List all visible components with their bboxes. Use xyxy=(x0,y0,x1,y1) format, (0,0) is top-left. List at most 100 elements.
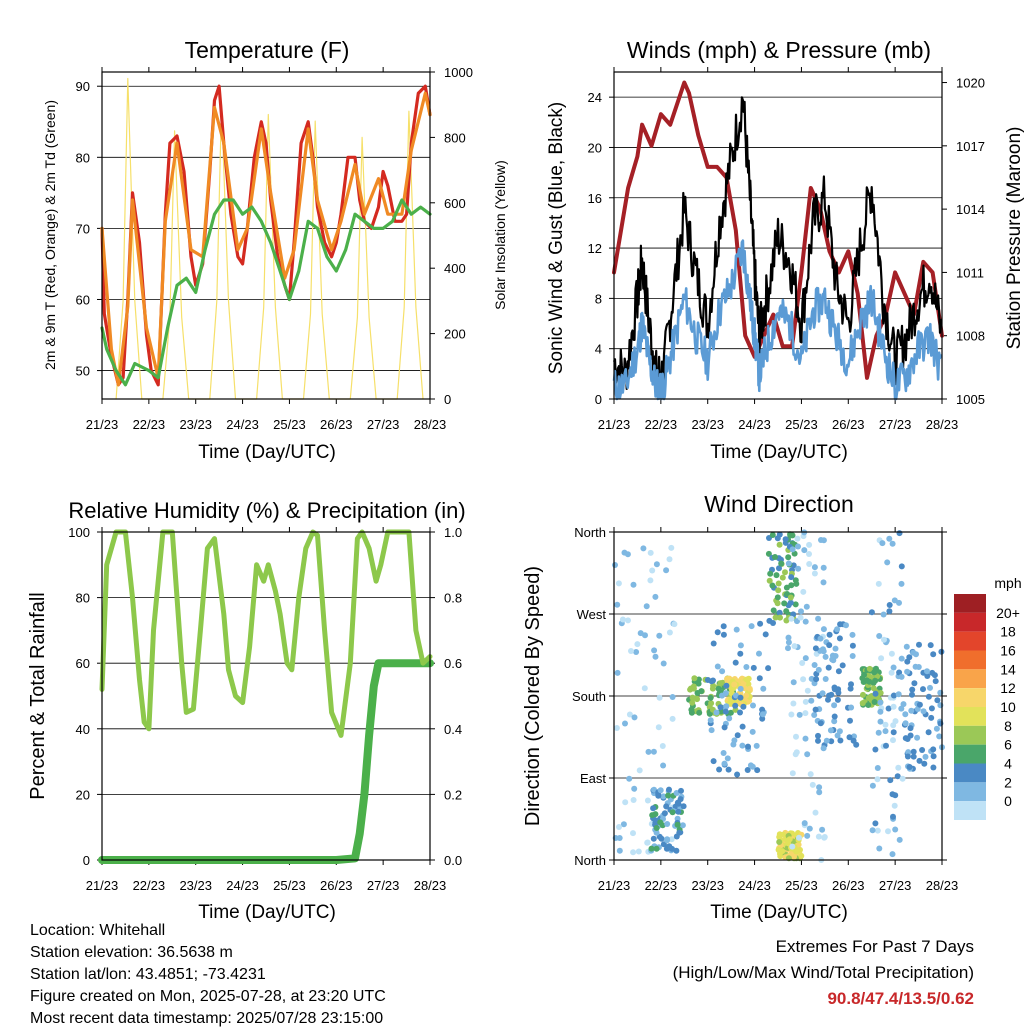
direction-point xyxy=(811,662,818,668)
most-recent-timestamp: Most recent data timestamp: 2025/07/28 2… xyxy=(30,1010,384,1027)
direction-point xyxy=(849,653,856,659)
direction-point xyxy=(889,540,896,547)
y-tick-label: 60 xyxy=(76,292,90,307)
direction-point xyxy=(780,831,787,838)
direction-point xyxy=(641,685,648,692)
direction-point xyxy=(874,776,881,783)
direction-point xyxy=(895,764,902,771)
direction-point xyxy=(886,608,893,615)
direction-point xyxy=(820,626,827,633)
direction-point xyxy=(839,662,846,669)
direction-point xyxy=(822,653,829,660)
colorbar-swatch xyxy=(954,688,986,707)
direction-point xyxy=(875,729,882,736)
plot-frame xyxy=(613,71,943,400)
direction-point xyxy=(817,720,824,727)
direction-point xyxy=(816,784,823,791)
y2-tick-label: 1000 xyxy=(444,65,473,80)
direction-point xyxy=(835,668,842,675)
direction-point xyxy=(825,696,831,703)
direction-point xyxy=(660,793,667,800)
y-tick-label: 70 xyxy=(76,221,90,236)
colorbar-swatch xyxy=(954,594,986,613)
direction-point xyxy=(799,660,806,666)
direction-point xyxy=(847,717,853,724)
direction-point xyxy=(792,751,799,758)
direction-point xyxy=(772,614,779,621)
direction-point xyxy=(765,550,772,557)
y2-tick-label: 0.0 xyxy=(444,853,462,868)
direction-point xyxy=(809,781,816,788)
direction-point xyxy=(896,669,903,676)
direction-point xyxy=(776,531,783,538)
direction-point xyxy=(796,711,803,718)
direction-point xyxy=(806,561,813,567)
direction-point xyxy=(659,743,666,749)
direction-point xyxy=(619,616,626,623)
direction-point xyxy=(880,611,887,618)
y2-axis-label: Solar Insolation (Yellow) xyxy=(492,160,508,310)
direction-point xyxy=(725,766,732,773)
x-tick-label: 28/23 xyxy=(414,878,447,893)
direction-point xyxy=(910,748,917,755)
x-tick-label: 22/23 xyxy=(645,878,678,893)
y-tick-label: 50 xyxy=(76,364,90,379)
direction-point xyxy=(797,614,804,621)
direction-point xyxy=(811,564,818,571)
direction-point xyxy=(927,642,934,649)
direction-point xyxy=(932,678,939,685)
direction-point xyxy=(723,703,730,710)
direction-point xyxy=(815,615,822,622)
x-tick-label: 28/23 xyxy=(926,878,959,893)
direction-point xyxy=(647,549,654,556)
direction-point xyxy=(837,621,844,628)
direction-point xyxy=(734,732,741,739)
direction-point xyxy=(704,677,711,683)
direction-point xyxy=(804,687,811,694)
direction-point xyxy=(614,601,621,608)
x-tick-label: 27/23 xyxy=(879,878,912,893)
direction-point xyxy=(849,642,856,649)
direction-point xyxy=(785,560,792,567)
direction-point xyxy=(774,594,781,601)
direction-point xyxy=(633,649,640,655)
y2-tick-label: 1008 xyxy=(956,329,985,344)
direction-point xyxy=(773,572,780,579)
direction-point xyxy=(698,688,705,695)
chart-title: Wind Direction xyxy=(704,491,854,517)
direction-point xyxy=(759,711,766,718)
direction-point xyxy=(708,700,715,707)
direction-point xyxy=(834,696,841,703)
direction-point xyxy=(767,570,774,577)
chart-title: Winds (mph) & Pressure (mb) xyxy=(627,37,931,63)
direction-point xyxy=(748,623,755,630)
direction-point xyxy=(869,782,876,789)
direction-point xyxy=(904,668,911,675)
direction-point xyxy=(643,603,650,610)
colorbar-swatch xyxy=(954,725,986,745)
direction-point xyxy=(622,720,628,727)
direction-point xyxy=(666,629,673,636)
y-tick-label: 60 xyxy=(76,656,90,671)
direction-point xyxy=(904,736,911,742)
direction-point xyxy=(909,686,916,693)
colorbar-label: mph xyxy=(994,575,1021,591)
x-tick-label: 24/23 xyxy=(226,878,259,893)
direction-point xyxy=(875,580,882,587)
chart-title: Temperature (F) xyxy=(185,37,350,63)
direction-point xyxy=(791,643,798,650)
direction-point xyxy=(739,723,746,730)
direction-point xyxy=(795,565,802,572)
direction-point xyxy=(757,620,764,627)
direction-point xyxy=(737,690,744,697)
extremes-subtitle: (High/Low/Max Wind/Total Precipitation) xyxy=(672,963,974,982)
y-tick-label: 4 xyxy=(595,342,602,357)
x-tick-label: 22/23 xyxy=(133,417,166,432)
direction-point xyxy=(628,648,634,654)
direction-point xyxy=(909,691,915,698)
direction-point xyxy=(786,836,793,843)
direction-point xyxy=(836,728,843,735)
direction-point xyxy=(872,820,879,827)
colorbar-level-label: 8 xyxy=(1004,718,1012,734)
direction-point xyxy=(750,664,757,671)
